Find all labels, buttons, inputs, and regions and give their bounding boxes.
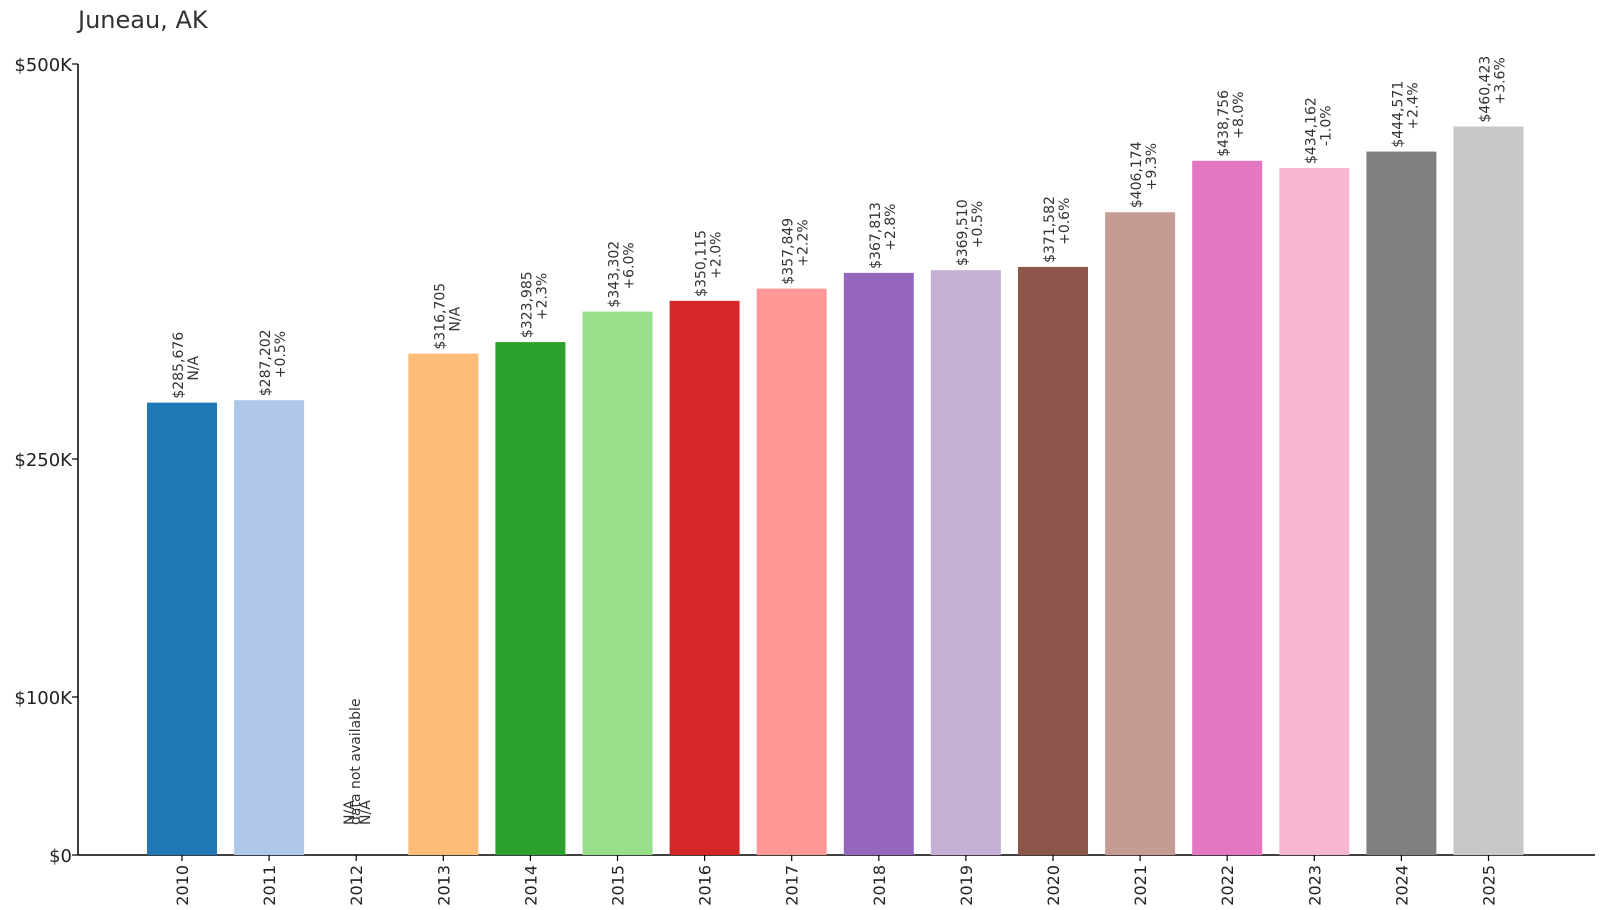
data-labels: $285,676 N/A $287,202 +0.5%data not availab… xyxy=(171,56,1509,825)
value-label: $287,202 xyxy=(258,329,274,396)
bar-2024 xyxy=(1366,151,1437,855)
value-label: $357,849 xyxy=(781,218,797,285)
change-label: +2.4% xyxy=(1405,82,1421,129)
bar-2018 xyxy=(843,272,914,855)
value-label: $316,705 xyxy=(432,283,448,350)
x-tick-label: 2011 xyxy=(260,865,279,906)
change-label: +6.0% xyxy=(622,242,638,289)
value-label: $285,676 xyxy=(171,332,187,399)
change-label: N/A xyxy=(447,306,463,331)
change-label: +9.3% xyxy=(1144,143,1160,190)
value-label: $369,510 xyxy=(955,199,971,266)
value-label: $367,813 xyxy=(868,202,884,269)
x-tick-label: 2014 xyxy=(521,865,540,906)
bar-2019 xyxy=(930,270,1001,855)
y-tick-label: $100K xyxy=(14,688,73,709)
bar-2022 xyxy=(1192,160,1263,856)
change-label: +0.6% xyxy=(1057,198,1073,245)
x-tick-label: 2016 xyxy=(696,865,715,906)
x-tick-label: 2015 xyxy=(609,865,628,906)
change-label: +3.6% xyxy=(1493,57,1509,104)
x-tick-label: 2024 xyxy=(1392,865,1411,906)
x-tick-label: 2018 xyxy=(870,865,889,906)
change-label: +2.8% xyxy=(883,204,899,251)
bar-2011 xyxy=(234,400,305,855)
change-label: N/A xyxy=(186,355,202,380)
bar-2021 xyxy=(1105,212,1176,855)
change-label: +0.5% xyxy=(273,331,289,378)
x-tick-label: 2022 xyxy=(1218,865,1237,906)
change-label: +2.2% xyxy=(796,219,812,266)
y-tick-label: $0 xyxy=(49,846,72,867)
y-axis: $0 $100K $250K $500K xyxy=(14,55,79,867)
x-tick-label: 2025 xyxy=(1480,865,1499,906)
bars xyxy=(147,126,1524,856)
bar-2016 xyxy=(669,300,740,855)
value-label: $406,174 xyxy=(1129,141,1145,208)
y-tick-label: $500K xyxy=(14,55,73,76)
x-tick-label: 2023 xyxy=(1305,865,1324,906)
bar-2013 xyxy=(408,353,479,855)
x-tick-label: 2020 xyxy=(1044,865,1063,906)
x-tick-label: 2013 xyxy=(434,865,453,906)
chart-title: Juneau, AK xyxy=(78,6,208,34)
value-label: $323,985 xyxy=(519,271,535,338)
change-label: +2.0% xyxy=(709,232,725,279)
value-label: $343,302 xyxy=(607,241,623,308)
x-axis: 2010 2011 2012 2013 2014 2015 2016 2017 2018 2019… xyxy=(78,854,1595,906)
bar-2017 xyxy=(756,288,827,855)
value-label: $438,756 xyxy=(1216,90,1232,157)
x-tick-label: 2012 xyxy=(347,865,366,906)
y-tick-label: $250K xyxy=(14,450,73,471)
value-label: $350,115 xyxy=(694,230,710,297)
bar-2015 xyxy=(582,311,653,855)
bar-2010 xyxy=(147,402,217,855)
x-tick-label: 2021 xyxy=(1131,865,1150,906)
bar-2014 xyxy=(495,342,566,855)
missing-note: data not available xyxy=(348,698,364,825)
bar-2025 xyxy=(1453,126,1524,855)
value-label: $444,571 xyxy=(1390,81,1406,148)
change-label: N/A xyxy=(358,800,374,825)
x-tick-label: 2010 xyxy=(173,865,192,906)
x-tick-label: 2019 xyxy=(957,865,976,906)
change-label: +2.3% xyxy=(534,273,550,320)
value-label: $434,162 xyxy=(1303,97,1319,164)
bar-2020 xyxy=(1018,266,1088,855)
change-label: -1.0% xyxy=(1318,105,1334,146)
change-label: +0.5% xyxy=(970,201,986,248)
value-label: $371,582 xyxy=(1042,196,1058,263)
value-label: $460,423 xyxy=(1478,56,1494,123)
change-label: +8.0% xyxy=(1231,91,1247,138)
x-tick-label: 2017 xyxy=(783,865,802,906)
bar-2023 xyxy=(1279,168,1350,855)
value-label: N/A xyxy=(342,800,358,825)
